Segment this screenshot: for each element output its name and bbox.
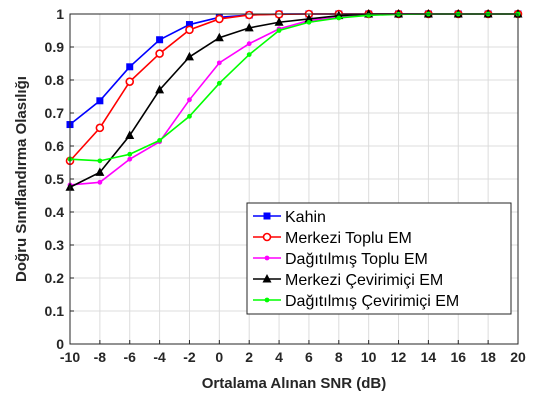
data-point [276, 28, 282, 33]
series-4 [65, 9, 523, 191]
data-point [125, 77, 135, 86]
data-point [244, 10, 254, 20]
y-tick-label: 1 [56, 6, 64, 22]
legend-label: Dağıtılmış Çevirimiçi EM [285, 293, 459, 310]
x-tick-label: 16 [450, 349, 466, 365]
y-tick-label: 0.4 [45, 204, 65, 220]
x-tick-label: 14 [421, 349, 437, 365]
x-tick-label: -4 [153, 349, 166, 365]
axis-ticks: -10 -8 -6 -4 -2 0 2 4 6 8 10 12 14 16 18 20 0 0.1 0.2 0.3 0.… [45, 6, 526, 365]
legend-label: Merkezi Toplu EM [285, 230, 412, 247]
data-point [246, 52, 252, 57]
data-point [127, 156, 133, 162]
series-line [69, 13, 518, 186]
data-point [95, 167, 105, 176]
data-point [155, 84, 165, 94]
data-point [157, 137, 163, 143]
x-tick-label: 0 [215, 349, 223, 365]
legend-entry: Dağıtılmış Toplu EM [253, 251, 428, 268]
series-3 [67, 11, 521, 188]
x-tick-label: 2 [245, 349, 253, 365]
data-point [187, 97, 192, 103]
legend-label: Merkezi Çevirimiçi EM [285, 272, 443, 289]
series-1 [66, 10, 522, 129]
y-tick-label: 0.8 [45, 72, 65, 88]
data-point [306, 19, 312, 25]
y-tick-label: 0.2 [45, 270, 65, 286]
x-tick-label: 18 [480, 349, 496, 365]
y-tick-label: 0.9 [45, 39, 65, 55]
series-2 [65, 9, 523, 166]
data-point [125, 130, 135, 139]
y-tick-label: 0 [56, 336, 64, 352]
data-point [304, 13, 314, 23]
data-point [274, 17, 284, 26]
x-tick-label: 10 [361, 349, 377, 365]
data-point [187, 113, 192, 119]
data-point [95, 123, 105, 133]
data-point [97, 158, 103, 164]
legend-label: Dağıtılmış Toplu EM [285, 251, 428, 268]
data-point [185, 21, 193, 29]
series-line [69, 13, 518, 126]
data-point [216, 80, 222, 86]
series-layer [65, 9, 523, 191]
y-tick-label: 0.1 [45, 303, 65, 319]
legend-swatch-marker [262, 274, 272, 283]
series-5 [67, 11, 521, 164]
x-tick-label: -8 [94, 349, 107, 365]
data-point [96, 97, 104, 105]
y-axis-label: Doğru Sınıflandırma Olasılığı [13, 76, 30, 282]
legend-swatch-marker [264, 255, 270, 261]
x-tick-label: 20 [510, 349, 526, 365]
legend-label: Kahin [285, 209, 326, 226]
data-point [155, 49, 164, 58]
y-tick-label: 0.3 [45, 237, 65, 253]
x-tick-label: -10 [60, 349, 80, 365]
x-tick-label: 4 [275, 349, 283, 365]
legend: Kahin Merkezi Toplu EM Dağıtılmış Toplu EM… [246, 202, 512, 315]
y-tick-label: 0.6 [45, 138, 65, 154]
y-tick-label: 0.5 [45, 171, 65, 187]
series-line [69, 13, 518, 162]
data-point [97, 179, 103, 185]
data-point [214, 32, 224, 42]
data-point [126, 63, 134, 71]
legend-entry: Merkezi Toplu EM [253, 230, 412, 247]
data-point [336, 15, 342, 21]
x-tick-label: -6 [124, 349, 137, 365]
x-tick-label: 8 [335, 349, 343, 365]
legend-swatch-marker [264, 297, 270, 303]
series-line [69, 13, 518, 162]
legend-swatch-marker [263, 212, 271, 220]
x-tick-label: 12 [391, 349, 407, 365]
data-point [127, 151, 133, 157]
x-tick-label: -2 [183, 349, 196, 365]
data-point [216, 60, 222, 66]
data-point [215, 14, 224, 24]
legend-entry: Kahin [253, 209, 326, 226]
data-point [244, 22, 254, 32]
legend-entry: Merkezi Çevirimiçi EM [253, 272, 443, 289]
data-point [156, 36, 164, 44]
x-axis-label: Ortalama Alınan SNR (dB) [202, 375, 386, 392]
data-point [185, 25, 194, 35]
legend-entry: Dağıtılmış Çevirimiçi EM [253, 293, 459, 310]
x-tick-label: 6 [305, 349, 313, 365]
legend-box [246, 202, 512, 315]
legend-swatch-marker [262, 232, 272, 242]
data-point [246, 41, 252, 47]
data-point [184, 51, 194, 61]
y-tick-label: 0.7 [45, 105, 65, 121]
series-line [69, 13, 518, 188]
